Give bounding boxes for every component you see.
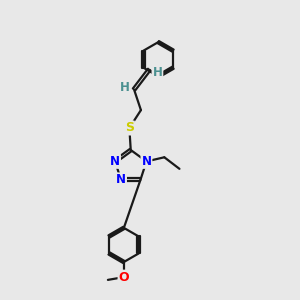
Text: H: H bbox=[120, 81, 130, 94]
Text: N: N bbox=[110, 155, 120, 168]
Text: H: H bbox=[152, 66, 162, 79]
Text: N: N bbox=[141, 155, 152, 168]
Text: S: S bbox=[125, 122, 134, 134]
Text: N: N bbox=[116, 173, 126, 186]
Text: O: O bbox=[118, 271, 129, 284]
